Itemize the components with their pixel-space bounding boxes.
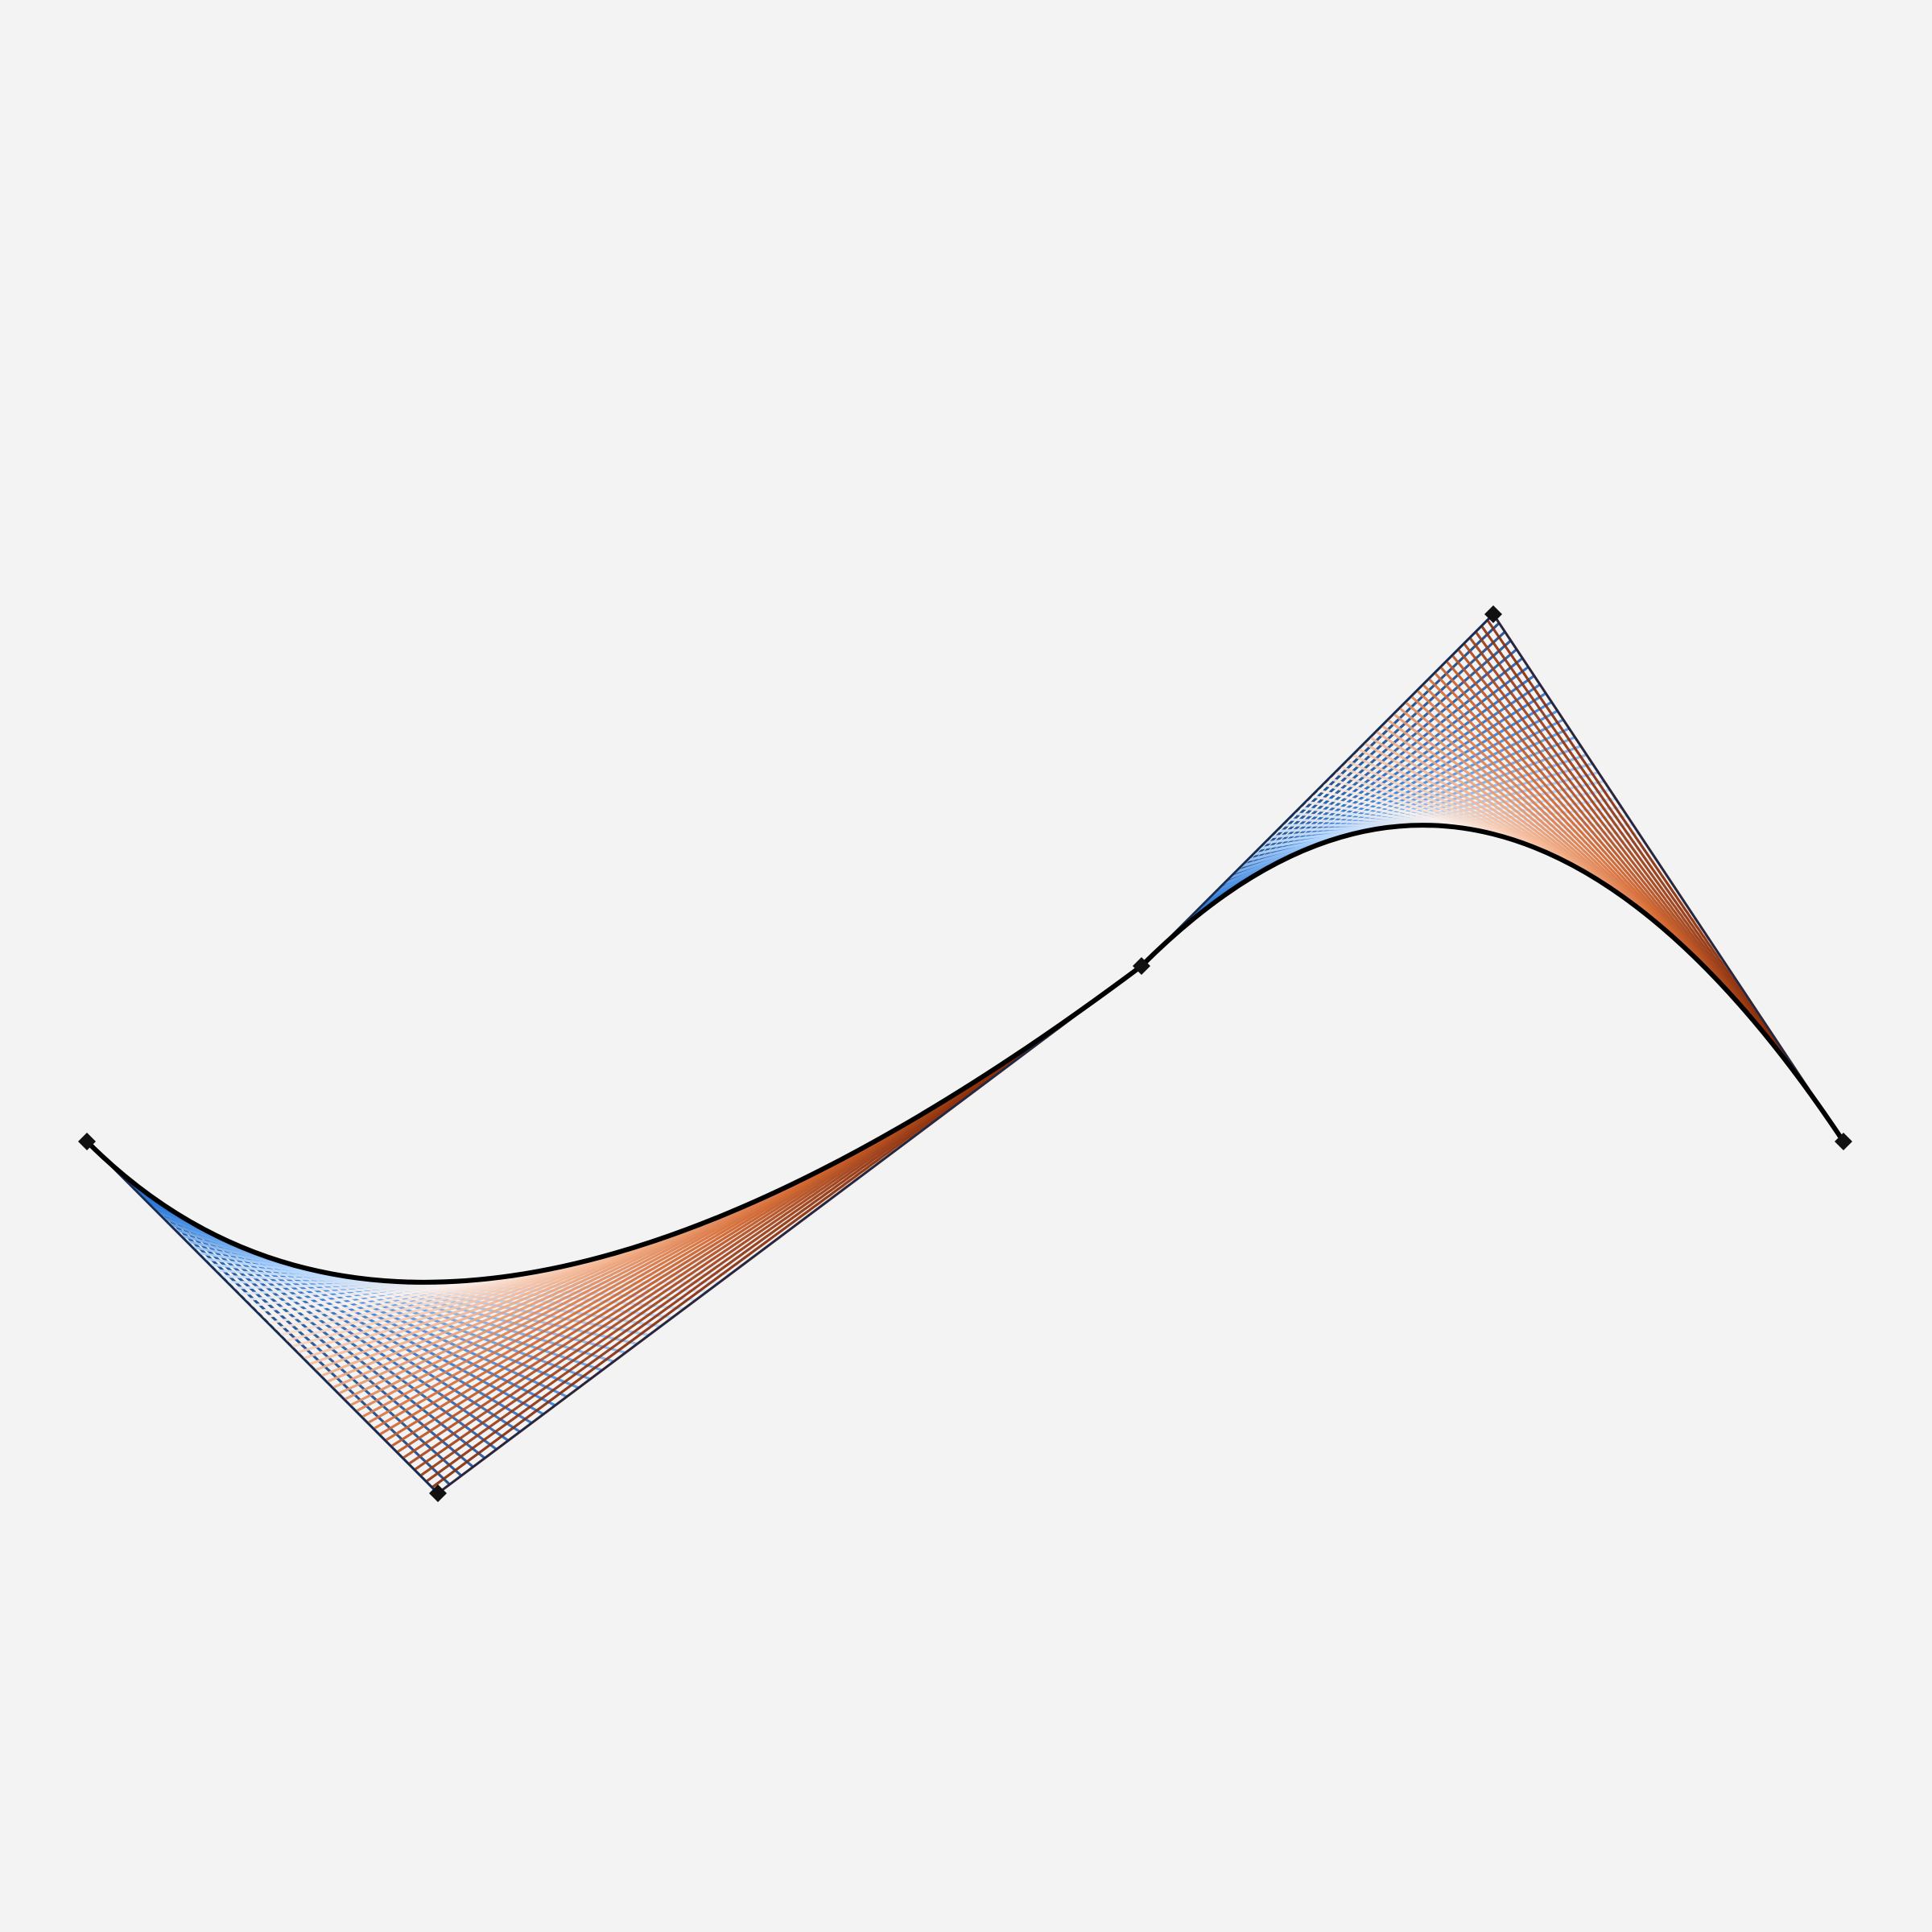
segment-left-string-line [431,973,1131,1489]
bezier-curve-layer [85,823,1846,1285]
segment-right-string-line [1486,619,1839,1133]
segment-left-control-polygon [86,964,1142,1495]
segment-left-curve [85,964,1144,1285]
control-point-p1 [429,1484,447,1502]
control-point-p4 [1835,1133,1852,1150]
control-point-p0 [78,1133,96,1150]
control-polygon-layer [86,613,1845,1495]
control-point-p3 [1484,605,1502,623]
control-point-p2 [1133,957,1150,975]
segment-right-curve [1139,823,1846,1144]
control-points-layer [78,605,1852,1502]
